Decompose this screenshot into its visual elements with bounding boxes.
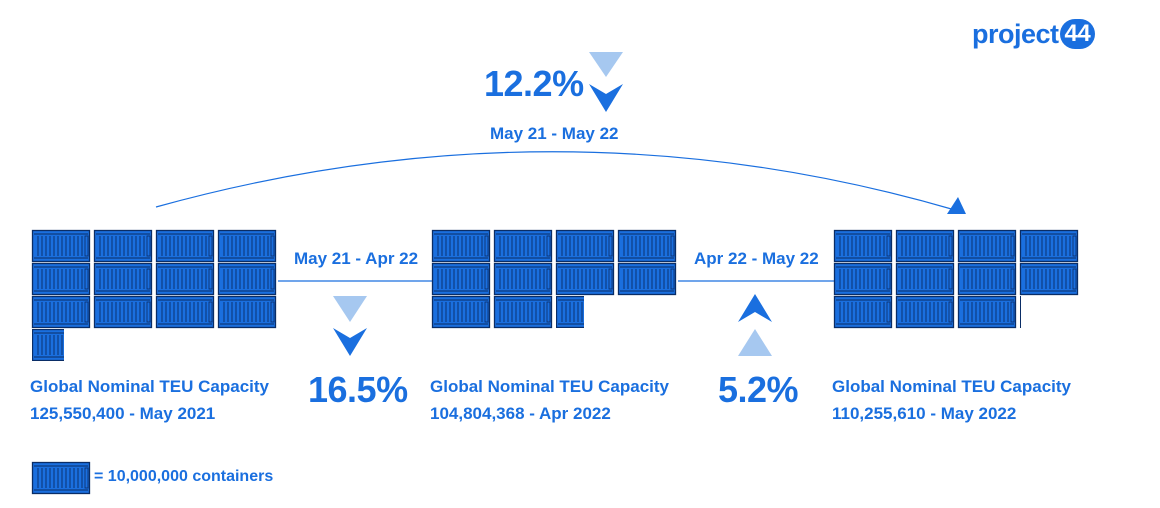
- change-2-percent: 5.2%: [718, 369, 799, 410]
- container-icon: [493, 229, 553, 263]
- container-icon: [1019, 262, 1079, 296]
- snapshot-2-caption: Global Nominal TEU Capacity 104,804,368 …: [430, 373, 669, 427]
- change-1-percent: 16.5%: [308, 369, 408, 410]
- snapshot-3-label: Global Nominal TEU Capacity: [832, 377, 1071, 396]
- logo-text: project: [972, 18, 1059, 49]
- containers-may-2022: [833, 229, 1079, 329]
- change-2-period: Apr 22 - May 22: [694, 249, 819, 268]
- snapshot-3-caption: Global Nominal TEU Capacity 110,255,610 …: [832, 373, 1071, 427]
- container-icon: [217, 229, 277, 263]
- container-icon: [31, 262, 91, 296]
- container-icon: [31, 295, 91, 329]
- container-icon: [1020, 296, 1021, 328]
- containers-apr-2022: [431, 229, 677, 329]
- container-icon: [493, 295, 553, 329]
- container-icon: [93, 262, 153, 296]
- change-1-down-arrow: [333, 328, 367, 356]
- snapshot-2-label: Global Nominal TEU Capacity: [430, 377, 669, 396]
- container-icon: [431, 262, 491, 296]
- logo-number: 44: [1059, 19, 1096, 49]
- snapshot-3-value: 110,255,610 - May 2022: [832, 404, 1017, 423]
- container-icon: [957, 295, 1017, 329]
- container-icon: [93, 295, 153, 329]
- overall-arc-arrowhead: [947, 197, 966, 214]
- container-icon: [93, 229, 153, 263]
- snapshot-2-value: 104,804,368 - Apr 2022: [430, 404, 611, 423]
- container-icon: [833, 262, 893, 296]
- overall-down-arrow: [589, 84, 623, 112]
- container-icon: [1019, 229, 1079, 263]
- container-icon: [32, 329, 64, 361]
- container-icon: [895, 295, 955, 329]
- container-icon: [555, 229, 615, 263]
- container-icon: [155, 295, 215, 329]
- change-1-down-arrow-light: [333, 296, 367, 322]
- container-icon: [155, 262, 215, 296]
- container-icon: [555, 262, 615, 296]
- overall-change-period: May 21 - May 22: [490, 124, 619, 143]
- container-icon: [895, 229, 955, 263]
- container-icon: [217, 262, 277, 296]
- snapshot-1-value: 125,550,400 - May 2021: [30, 404, 216, 423]
- overall-arc: [155, 151, 956, 211]
- legend-text: = 10,000,000 containers: [94, 468, 274, 485]
- container-icon: [617, 229, 677, 263]
- container-icon: [155, 229, 215, 263]
- change-2-up-arrow-light: [738, 329, 772, 356]
- container-icon: [431, 229, 491, 263]
- snapshot-1-caption: Global Nominal TEU Capacity 125,550,400 …: [30, 373, 269, 427]
- container-icon: [217, 295, 277, 329]
- container-icon: [617, 262, 677, 296]
- change-2-up-arrow: [738, 294, 772, 322]
- container-icon: [493, 262, 553, 296]
- project44-logo: project 44: [972, 17, 1096, 51]
- snapshot-1-label: Global Nominal TEU Capacity: [30, 377, 269, 396]
- container-icon: [431, 295, 491, 329]
- container-icon: [31, 229, 91, 263]
- container-icon: [957, 262, 1017, 296]
- container-icon: [556, 296, 584, 328]
- legend-container-icon: [31, 461, 91, 495]
- container-icon: [833, 229, 893, 263]
- container-icon: [895, 262, 955, 296]
- overall-down-arrow-light: [589, 52, 623, 77]
- container-icon: [833, 295, 893, 329]
- overall-change-percent: 12.2%: [484, 63, 584, 104]
- containers-may-2021: [31, 229, 277, 361]
- change-1-period: May 21 - Apr 22: [294, 249, 419, 268]
- container-icon: [957, 229, 1017, 263]
